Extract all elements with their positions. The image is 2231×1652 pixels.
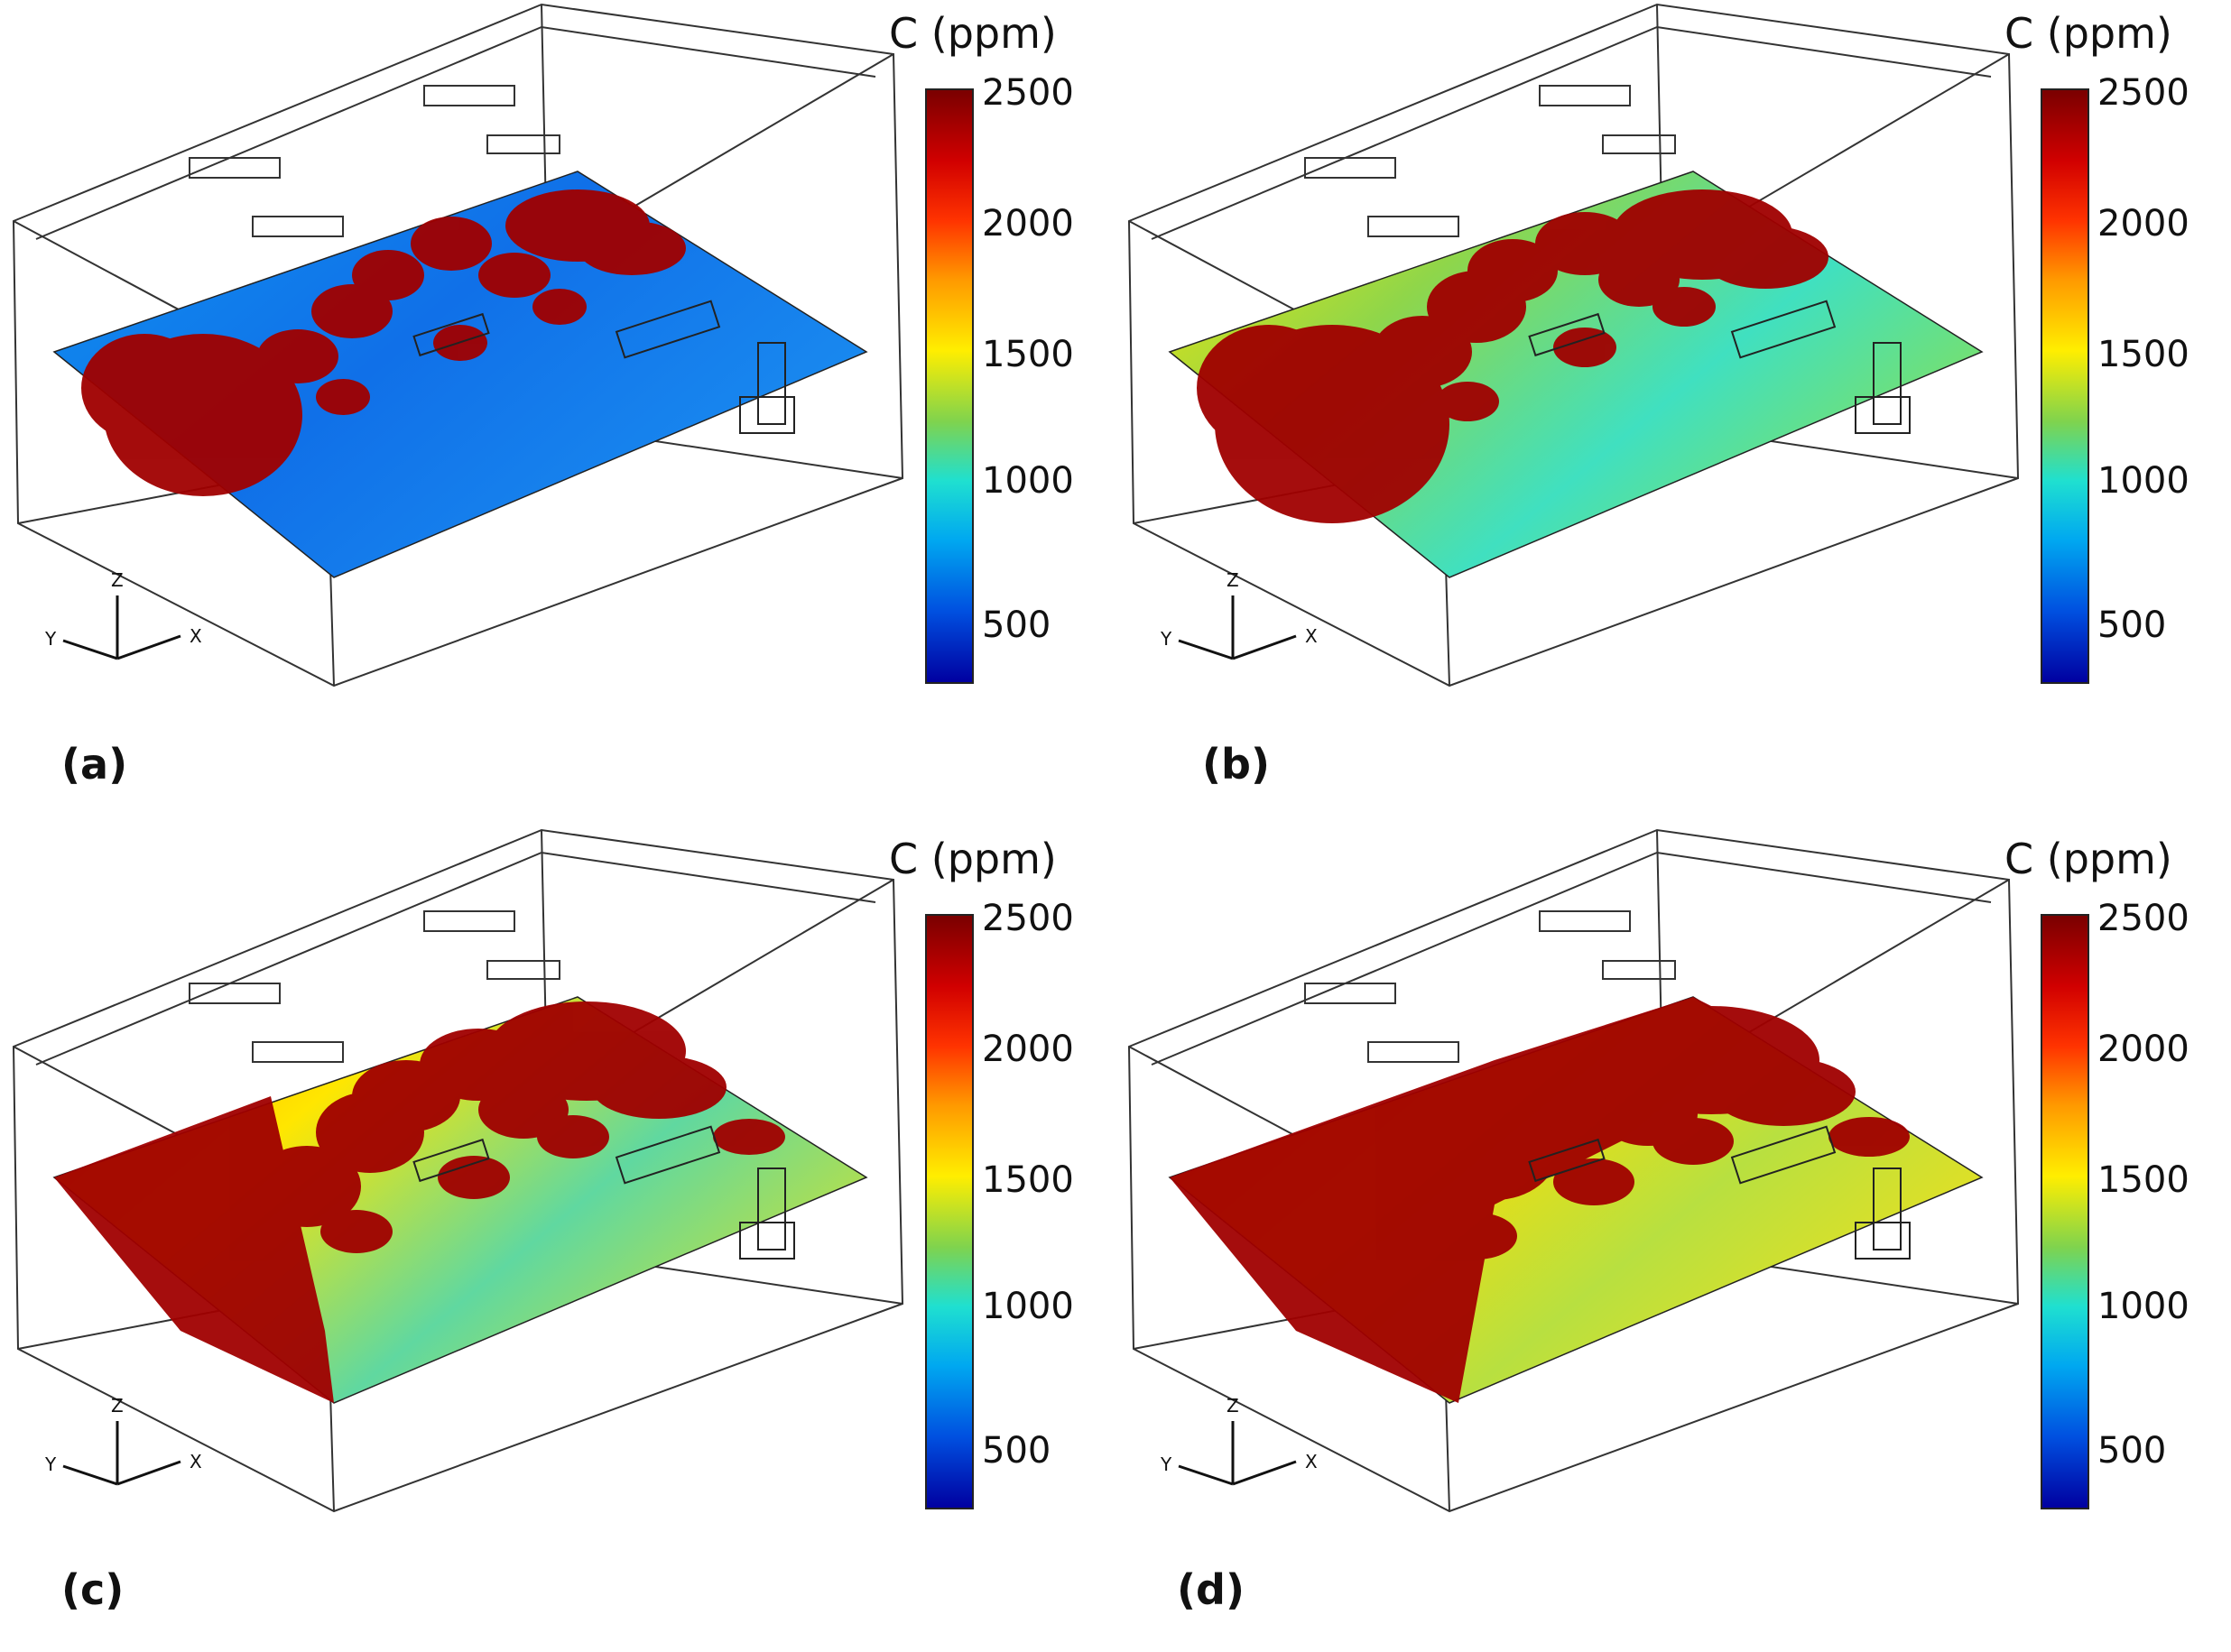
- colorbar-tick: 1000: [982, 460, 1074, 502]
- axis-x-label-c: X: [190, 1451, 202, 1472]
- colorbar: [925, 914, 974, 1509]
- colorbar-tick: 2000: [982, 203, 1074, 245]
- axis-z-label-c: Z: [111, 1395, 124, 1417]
- panel-a: Z Y X C (ppm) 2500 2000 1500 1000 500 (a…: [0, 0, 1116, 826]
- axis-triad-a: [62, 595, 181, 660]
- colorbar-tick: 2500: [2097, 898, 2189, 939]
- colorbar-title: C (ppm): [2004, 9, 2172, 58]
- colorbar-tick: 2000: [2097, 1029, 2189, 1070]
- axis-y-label-a: Y: [44, 628, 57, 650]
- panel-label: (d): [1177, 1565, 1245, 1614]
- axis-x-label-b: X: [1305, 625, 1318, 647]
- colorbar: [2041, 88, 2089, 684]
- colorbar-tick: 2500: [982, 898, 1074, 939]
- axis-z-label-d: Z: [1227, 1395, 1239, 1417]
- room-diagram-b: Z Y X: [1127, 3, 2020, 688]
- hotspots-b: [1197, 189, 1828, 523]
- colorbar-tick: 500: [982, 1430, 1051, 1472]
- colorbar-title: C (ppm): [889, 9, 1057, 58]
- axis-y-label-d: Y: [1160, 1454, 1172, 1475]
- panel-c: Z Y X C (ppm) 2500 2000 1500 1000 500 (c…: [0, 826, 1116, 1651]
- axis-z-label-b: Z: [1227, 569, 1239, 591]
- colorbar-tick: 2000: [2097, 203, 2189, 245]
- colorbar-tick: 2000: [982, 1029, 1074, 1070]
- colorbar-tick: 500: [2097, 605, 2167, 646]
- panel-b: Z Y X C (ppm) 2500 2000 1500 1000 500 (b…: [1116, 0, 2231, 826]
- colorbar-tick: 1500: [2097, 334, 2189, 375]
- hotspots-c: [54, 1001, 785, 1403]
- panel-d: Z Y X C (ppm) 2500 2000 1500 1000 500 (d…: [1116, 826, 2231, 1651]
- axis-y-label-c: Y: [44, 1454, 57, 1475]
- colorbar-tick: 1500: [982, 334, 1074, 375]
- colorbar-tick: 500: [2097, 1430, 2167, 1472]
- axis-triad-c: [62, 1421, 181, 1486]
- panel-label: (a): [61, 740, 128, 789]
- colorbar-title: C (ppm): [889, 835, 1057, 883]
- colorbar-tick: 1000: [982, 1286, 1074, 1327]
- panel-label: (c): [61, 1565, 125, 1614]
- colorbar-tick: 500: [982, 605, 1051, 646]
- colorbar-tick: 1500: [982, 1159, 1074, 1201]
- hotspots-d: [1170, 997, 1910, 1403]
- colorbar: [925, 88, 974, 684]
- axis-triad-d: [1178, 1421, 1297, 1486]
- axis-y-label-b: Y: [1160, 628, 1172, 650]
- room-diagram-c: Z Y X: [12, 828, 904, 1513]
- hotspots-a: [81, 189, 686, 496]
- room-diagram-a: Z Y X: [12, 3, 904, 688]
- panel-label: (b): [1202, 740, 1270, 789]
- colorbar: [2041, 914, 2089, 1509]
- axis-x-label-d: X: [1305, 1451, 1318, 1472]
- colorbar-tick: 1000: [2097, 1286, 2189, 1327]
- axis-z-label-a: Z: [111, 569, 124, 591]
- colorbar-title: C (ppm): [2004, 835, 2172, 883]
- colorbar-tick: 1000: [2097, 460, 2189, 502]
- room-diagram-d: Z Y X: [1127, 828, 2020, 1513]
- axis-triad-b: [1178, 595, 1297, 660]
- colorbar-tick: 2500: [982, 72, 1074, 114]
- axis-x-label-a: X: [190, 625, 202, 647]
- colorbar-tick: 2500: [2097, 72, 2189, 114]
- colorbar-tick: 1500: [2097, 1159, 2189, 1201]
